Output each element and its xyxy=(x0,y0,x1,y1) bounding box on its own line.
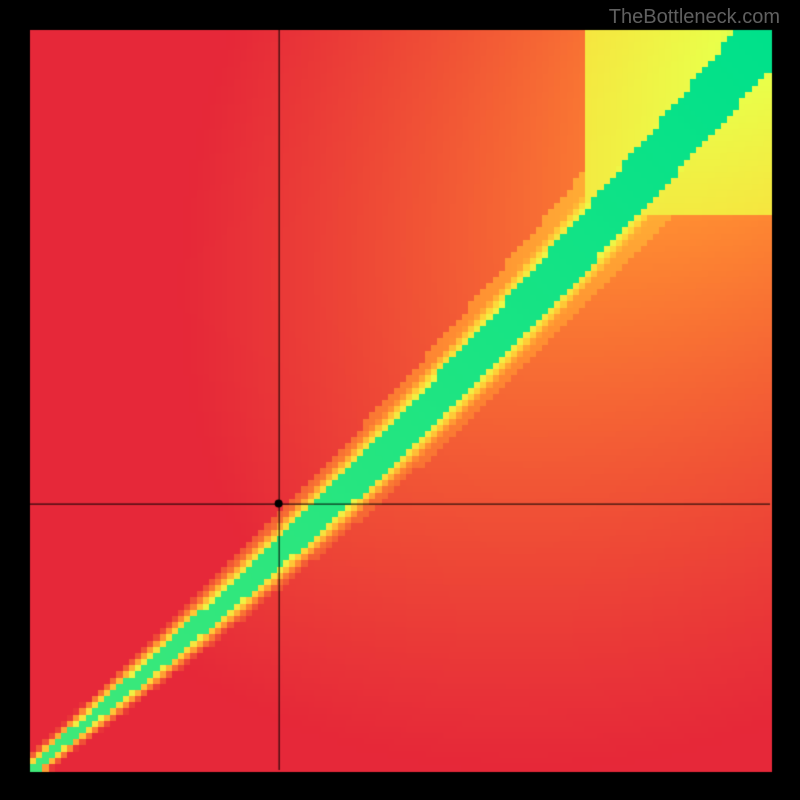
watermark-text: TheBottleneck.com xyxy=(609,6,780,29)
bottleneck-heatmap xyxy=(0,0,800,800)
chart-container: TheBottleneck.com xyxy=(0,0,800,800)
